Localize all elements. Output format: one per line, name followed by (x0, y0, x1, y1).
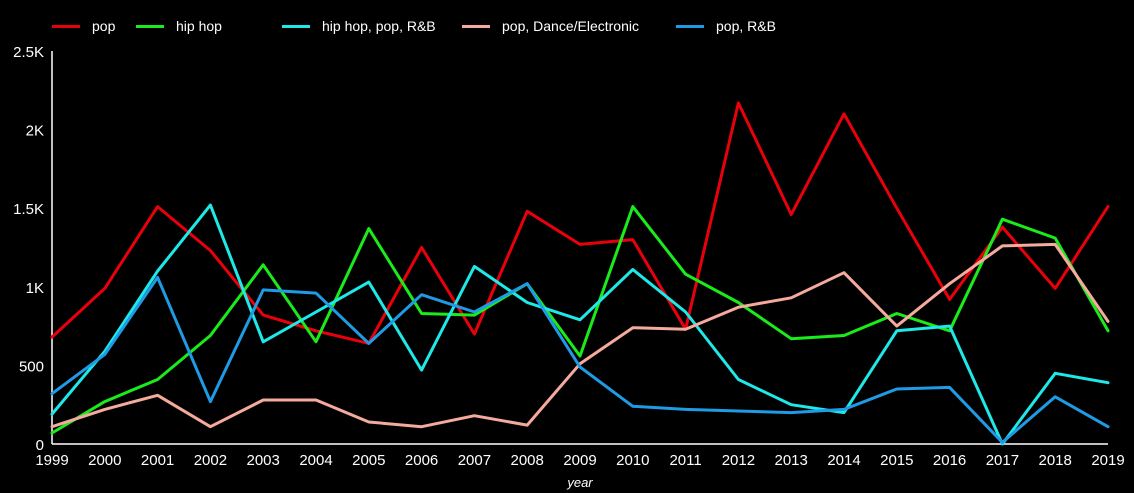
x-tick-label: 2003 (247, 452, 280, 469)
series-line-hip-hop (50, 205, 1110, 435)
legend-item-hip-hop[interactable]: hip hop (136, 18, 222, 34)
legend-item-pop[interactable]: pop (52, 18, 115, 34)
x-tick-label: 2011 (669, 452, 701, 469)
legend-label: pop, R&B (716, 18, 776, 34)
legend-swatch-pop-dance-electronic (462, 24, 490, 28)
series-line-pop (50, 101, 1110, 345)
x-tick-label: 1999 (35, 452, 68, 469)
legend-swatch-hip-hop (136, 24, 164, 28)
y-tick-label: 0 (36, 437, 44, 454)
x-tick-label: 2014 (827, 452, 860, 469)
x-tick-label: 2015 (880, 452, 913, 469)
legend-item-hip-hop-pop-rnb[interactable]: hip hop, pop, R&B (282, 18, 436, 34)
legend-swatch-pop-rnb (676, 24, 704, 28)
legend-label: hip hop (176, 18, 222, 34)
x-tick-label: 2002 (194, 452, 227, 469)
x-tick-label: 2001 (141, 452, 174, 469)
x-axis-label: year (566, 475, 593, 490)
x-tick-label: 2005 (352, 452, 385, 469)
y-tick-label: 1.5K (13, 201, 44, 218)
x-tick-label: 2004 (299, 452, 332, 469)
x-tick-label: 2006 (405, 452, 438, 469)
x-axis: 1999 2000 2001 2002 2003 2004 2005 2006 2007 2008… (35, 443, 1125, 469)
y-tick-label: 2K (26, 123, 44, 140)
x-tick-label: 2013 (775, 452, 808, 469)
x-tick-label: 2012 (722, 452, 755, 469)
series-line-hip-hop-pop-rnb (50, 203, 1110, 446)
chart-legend: pop hip hop hip hop, pop, R&B pop, Dance… (0, 18, 1134, 42)
x-tick-label: 2019 (1091, 452, 1124, 469)
x-tick-label: 2000 (88, 452, 121, 469)
legend-item-pop-dance-electronic[interactable]: pop, Dance/Electronic (462, 18, 639, 34)
series-line-pop-dance-electronic (50, 242, 1110, 429)
y-axis: 0 500 1K 1.5K 2K 2.5K (13, 44, 53, 454)
legend-label: hip hop, pop, R&B (322, 18, 436, 34)
x-tick-label: 2007 (458, 452, 491, 469)
legend-swatch-pop (52, 24, 80, 28)
series-lines (50, 101, 1110, 446)
y-tick-label: 1K (26, 280, 44, 297)
x-tick-label: 2009 (563, 452, 596, 469)
y-tick-label: 2.5K (13, 44, 44, 61)
x-tick-label: 2010 (616, 452, 649, 469)
legend-label: pop, Dance/Electronic (502, 18, 639, 34)
series-line-pop-rnb (50, 275, 1110, 444)
x-tick-label: 2017 (986, 452, 1019, 469)
y-tick-label: 500 (19, 358, 44, 375)
x-tick-label: 2008 (511, 452, 544, 469)
legend-label: pop (92, 18, 116, 34)
legend-item-pop-rnb[interactable]: pop, R&B (676, 18, 776, 34)
x-tick-label: 2016 (933, 452, 966, 469)
legend-swatch-hip-hop-pop-rnb (282, 24, 310, 28)
x-tick-label: 2018 (1039, 452, 1072, 469)
